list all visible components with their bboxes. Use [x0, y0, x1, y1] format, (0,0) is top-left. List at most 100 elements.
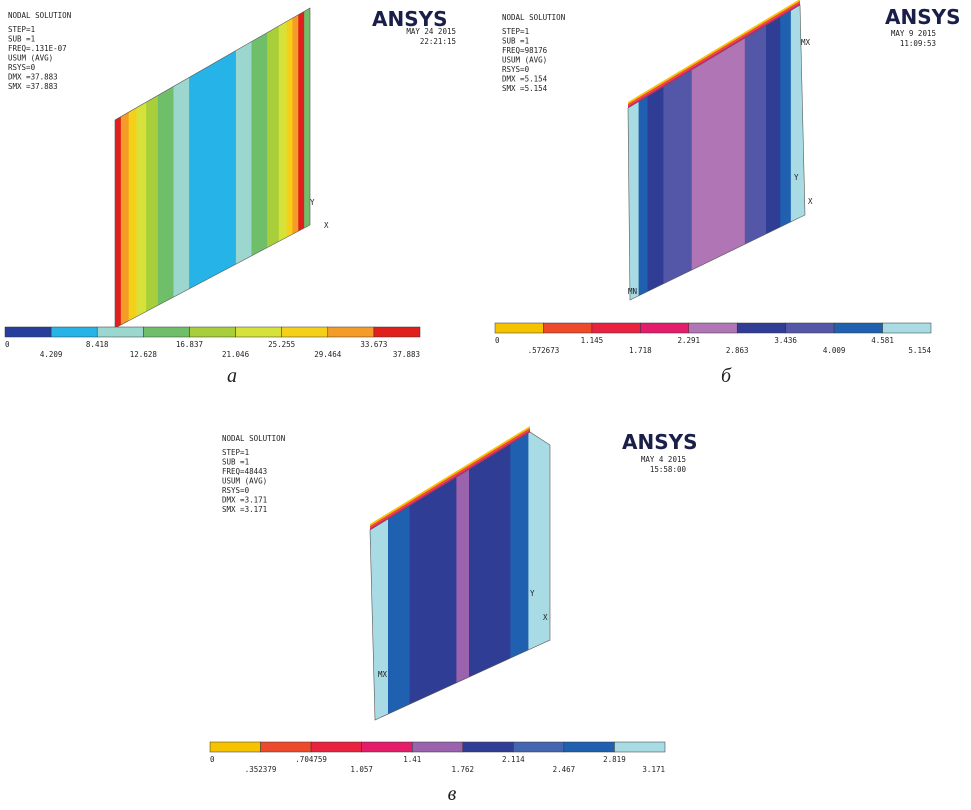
- header-line: FREQ=48443: [222, 467, 267, 476]
- header-line: SUB =1: [502, 37, 529, 46]
- contour-band: [235, 8, 252, 328]
- header-line: RSYS=0: [222, 486, 250, 495]
- header-line: DMX =3.171: [222, 496, 267, 505]
- header-line: RSYS=0: [502, 65, 530, 74]
- contour-band: [388, 432, 411, 720]
- legend-label: 1.057: [350, 765, 373, 774]
- edge-band: [370, 426, 530, 526]
- legend-label: 2.114: [502, 755, 525, 764]
- date: MAY 9 2015: [891, 29, 936, 38]
- legend-label: 0: [210, 755, 215, 764]
- legend-swatch: [736, 322, 786, 334]
- contour-band: [251, 8, 268, 328]
- contour-band: [120, 8, 130, 328]
- marker-label: Y: [530, 589, 535, 598]
- header-line: USUM (AVG): [8, 54, 53, 63]
- legend-label: 1.762: [451, 765, 474, 774]
- legend-swatch: [640, 322, 690, 334]
- header-line: STEP=1: [8, 25, 35, 34]
- header-line: SUB =1: [222, 458, 249, 467]
- contour-band: [292, 8, 299, 328]
- plate: [370, 432, 550, 720]
- legend-swatch: [4, 326, 52, 338]
- contour-band: [173, 8, 190, 328]
- legend-label: 4.581: [871, 336, 894, 345]
- legend-swatch: [494, 322, 544, 334]
- legend-label: 8.418: [86, 340, 109, 349]
- legend-swatch: [96, 326, 144, 338]
- contour-band: [128, 8, 137, 328]
- legend-swatch: [281, 326, 329, 338]
- header-line: SMX =3.171: [222, 505, 267, 514]
- legend-label: 3.436: [774, 336, 797, 345]
- legend-swatch: [462, 741, 514, 753]
- edge-band: [628, 1, 800, 106]
- legend-label: 0: [495, 336, 500, 345]
- logo: ANSYS: [885, 5, 961, 29]
- legend-swatch: [614, 741, 666, 753]
- panel-letter: а: [227, 365, 237, 387]
- edge-band: [370, 430, 530, 530]
- edge-band: [628, 3, 800, 108]
- plate-outline: [114, 7, 311, 329]
- legend-swatch: [833, 322, 883, 334]
- marker-label: MX: [801, 38, 811, 47]
- legend-label: .704759: [295, 755, 327, 764]
- header-title: NODAL SOLUTION: [502, 13, 565, 22]
- contour-band: [469, 432, 511, 720]
- marker-label: Y: [310, 198, 315, 207]
- contour-band: [628, 5, 640, 300]
- contour-band: [298, 8, 305, 328]
- legend-label: 0: [5, 340, 10, 349]
- legend-label: 1.145: [581, 336, 604, 345]
- legend-label: 2.863: [726, 346, 749, 355]
- legend-label: 2.467: [553, 765, 576, 774]
- legend-label: 5.154: [908, 346, 931, 355]
- contour-band: [286, 8, 293, 328]
- legend-swatch: [513, 741, 565, 753]
- plate-outline: [627, 4, 806, 301]
- legend-label: 37.883: [393, 350, 420, 359]
- legend-label: 3.171: [642, 765, 665, 774]
- contour-band: [456, 432, 470, 720]
- legend-label: 21.046: [222, 350, 250, 359]
- legend-label: 4.009: [823, 346, 846, 355]
- contour-band: [278, 8, 288, 328]
- header-line: FREQ=98176: [502, 46, 548, 55]
- contour-band: [780, 5, 792, 300]
- legend-swatch: [543, 322, 593, 334]
- legend-label: 16.837: [176, 340, 203, 349]
- legend-label: .572673: [528, 346, 560, 355]
- legend-label: 1.41: [403, 755, 421, 764]
- contour-band: [115, 8, 122, 328]
- legend-label: 4.209: [40, 350, 63, 359]
- header-line: FREQ=.131E-07: [8, 44, 67, 53]
- contour-band: [510, 432, 529, 720]
- contour-band: [189, 8, 237, 328]
- legend-swatch: [189, 326, 236, 338]
- plate: [115, 8, 310, 328]
- legend-swatch: [209, 741, 261, 753]
- contour-band: [146, 8, 159, 328]
- panel-letter: б: [721, 365, 732, 387]
- legend-swatch: [327, 326, 375, 338]
- marker-label: MN: [628, 287, 637, 296]
- time: 22:21:15: [420, 37, 456, 46]
- legend-swatch: [143, 326, 190, 338]
- contour-band: [136, 8, 147, 328]
- marker-label: X: [808, 197, 813, 206]
- legend-swatch: [411, 741, 464, 753]
- time: 11:09:53: [900, 39, 936, 48]
- legend-label: 2.819: [603, 755, 626, 764]
- header-line: STEP=1: [222, 448, 249, 457]
- legend-swatch: [882, 322, 932, 334]
- legend-label: 29.464: [314, 350, 342, 359]
- header-line: SUB =1: [8, 35, 35, 44]
- legend-swatch: [373, 326, 421, 338]
- time: 15:58:00: [650, 465, 687, 474]
- header-line: DMX =37.883: [8, 73, 58, 82]
- legend-label: 12.628: [130, 350, 158, 359]
